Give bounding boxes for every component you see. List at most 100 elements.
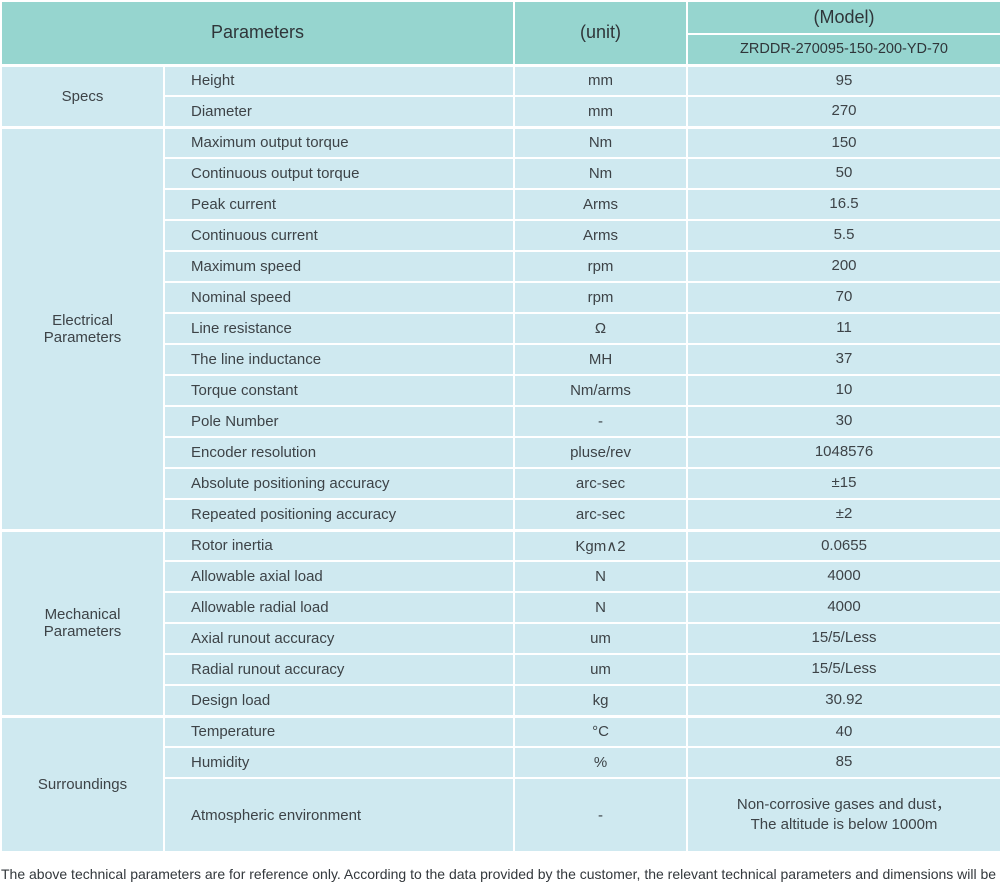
value-cell: 37 [686, 343, 1000, 376]
param-cell: Repeated positioning accuracy [162, 498, 516, 531]
value-cell: 0.0655 [686, 528, 1000, 562]
header-row-2: ZRDDR-270095-150-200-YD-70 [1, 33, 1000, 66]
value-cell: 4000 [686, 591, 1000, 624]
unit-cell: Ω [513, 312, 689, 345]
param-cell: Continuous current [162, 219, 516, 252]
value-cell: 4000 [686, 560, 1000, 593]
unit-cell: Nm [513, 157, 689, 190]
table-row: Torque constant Nm/arms 10 [1, 374, 1000, 407]
unit-cell: Nm/arms [513, 374, 689, 407]
table-row: Continuous output torque Nm 50 [1, 157, 1000, 190]
param-cell: Radial runout accuracy [162, 653, 516, 686]
param-cell: Line resistance [162, 312, 516, 345]
param-cell: Peak current [162, 188, 516, 221]
value-cell: 270 [686, 95, 1000, 128]
table-row: Nominal speed rpm 70 [1, 281, 1000, 314]
param-cell: Maximum output torque [162, 125, 516, 159]
unit-cell: N [513, 560, 689, 593]
value-cell: 95 [686, 63, 1000, 97]
table-row: The line inductance MH 37 [1, 343, 1000, 376]
unit-cell: kg [513, 684, 689, 717]
param-cell: Humidity [162, 746, 516, 779]
section-category-electrical: Electrical Parameters [0, 125, 165, 531]
header-row-1: Parameters (unit) (Model) [0, 0, 1000, 66]
param-cell: Pole Number [162, 405, 516, 438]
footnote-text: The above technical parameters are for r… [1, 866, 1000, 882]
param-cell: Torque constant [162, 374, 516, 407]
table-row: Allowable axial load N 4000 [1, 560, 1000, 593]
value-cell: 15/5/Less [686, 653, 1000, 686]
model-header: (Model) [686, 0, 1000, 35]
table-row: Pole Number - 30 [1, 405, 1000, 438]
param-cell: Design load [162, 684, 516, 717]
unit-cell: um [513, 622, 689, 655]
param-cell: Absolute positioning accuracy [162, 467, 516, 500]
table-row: Continuous current Arms 5.5 [1, 219, 1000, 252]
value-cell: 5.5 [686, 219, 1000, 252]
table-row: Surroundings Temperature °C 40 [0, 714, 1000, 853]
unit-cell: um [513, 653, 689, 686]
value-cell: 85 [686, 746, 1000, 779]
value-cell: ±15 [686, 467, 1000, 500]
param-cell: Nominal speed [162, 281, 516, 314]
section-category-surroundings: Surroundings [0, 714, 165, 853]
param-cell: Maximum speed [162, 250, 516, 283]
value-cell: 30.92 [686, 684, 1000, 717]
value-cell: 200 [686, 250, 1000, 283]
value-cell: 150 [686, 125, 1000, 159]
unit-cell: °C [513, 714, 689, 748]
table-row: Allowable radial load N 4000 [1, 591, 1000, 624]
table-row: Line resistance Ω 11 [1, 312, 1000, 345]
unit-cell: arc-sec [513, 498, 689, 531]
unit-cell: mm [513, 95, 689, 128]
unit-cell: Arms [513, 188, 689, 221]
unit-cell: - [513, 777, 689, 853]
param-cell: Rotor inertia [162, 528, 516, 562]
value-cell: 1048576 [686, 436, 1000, 469]
param-cell: Allowable axial load [162, 560, 516, 593]
table-row: Design load kg 30.92 [1, 684, 1000, 717]
table-row: Radial runout accuracy um 15/5/Less [1, 653, 1000, 686]
unit-header: (unit) [513, 0, 689, 66]
param-cell: Diameter [162, 95, 516, 128]
param-cell: Atmospheric environment [162, 777, 516, 853]
param-cell: Encoder resolution [162, 436, 516, 469]
value-cell: 50 [686, 157, 1000, 190]
unit-cell: % [513, 746, 689, 779]
model-number: ZRDDR-270095-150-200-YD-70 [686, 33, 1000, 66]
table-row: Specs Height mm 95 [0, 63, 1000, 128]
value-cell: 15/5/Less [686, 622, 1000, 655]
unit-cell: Kgm∧2 [513, 528, 689, 562]
unit-cell: Nm [513, 125, 689, 159]
value-cell: 30 [686, 405, 1000, 438]
unit-cell: rpm [513, 281, 689, 314]
param-cell: Temperature [162, 714, 516, 748]
table-row: Mechanical Parameters Rotor inertia Kgm∧… [0, 528, 1000, 717]
table-row: Humidity % 85 [1, 746, 1000, 779]
table-row: Absolute positioning accuracy arc-sec ±1… [1, 467, 1000, 500]
section-category-mechanical: Mechanical Parameters [0, 528, 165, 717]
table-row: Peak current Arms 16.5 [1, 188, 1000, 221]
unit-cell: mm [513, 63, 689, 97]
unit-cell: rpm [513, 250, 689, 283]
param-cell: Axial runout accuracy [162, 622, 516, 655]
table-row: Encoder resolution pluse/rev 1048576 [1, 436, 1000, 469]
table-row: Atmospheric environment - Non-corrosive … [1, 777, 1000, 853]
param-cell: The line inductance [162, 343, 516, 376]
value-cell: ±2 [686, 498, 1000, 531]
spec-table: Parameters (unit) (Model) ZRDDR-270095-1… [0, 0, 1000, 853]
value-cell: 16.5 [686, 188, 1000, 221]
value-cell: Non-corrosive gases and dust， The altitu… [686, 777, 1000, 853]
param-cell: Continuous output torque [162, 157, 516, 190]
value-cell: 70 [686, 281, 1000, 314]
table-row: Repeated positioning accuracy arc-sec ±2 [1, 498, 1000, 531]
param-cell: Allowable radial load [162, 591, 516, 624]
value-cell: 40 [686, 714, 1000, 748]
unit-cell: Arms [513, 219, 689, 252]
table-row: Maximum speed rpm 200 [1, 250, 1000, 283]
unit-cell: pluse/rev [513, 436, 689, 469]
param-cell: Height [162, 63, 516, 97]
unit-cell: MH [513, 343, 689, 376]
parameters-header: Parameters [0, 0, 516, 66]
value-cell: 11 [686, 312, 1000, 345]
